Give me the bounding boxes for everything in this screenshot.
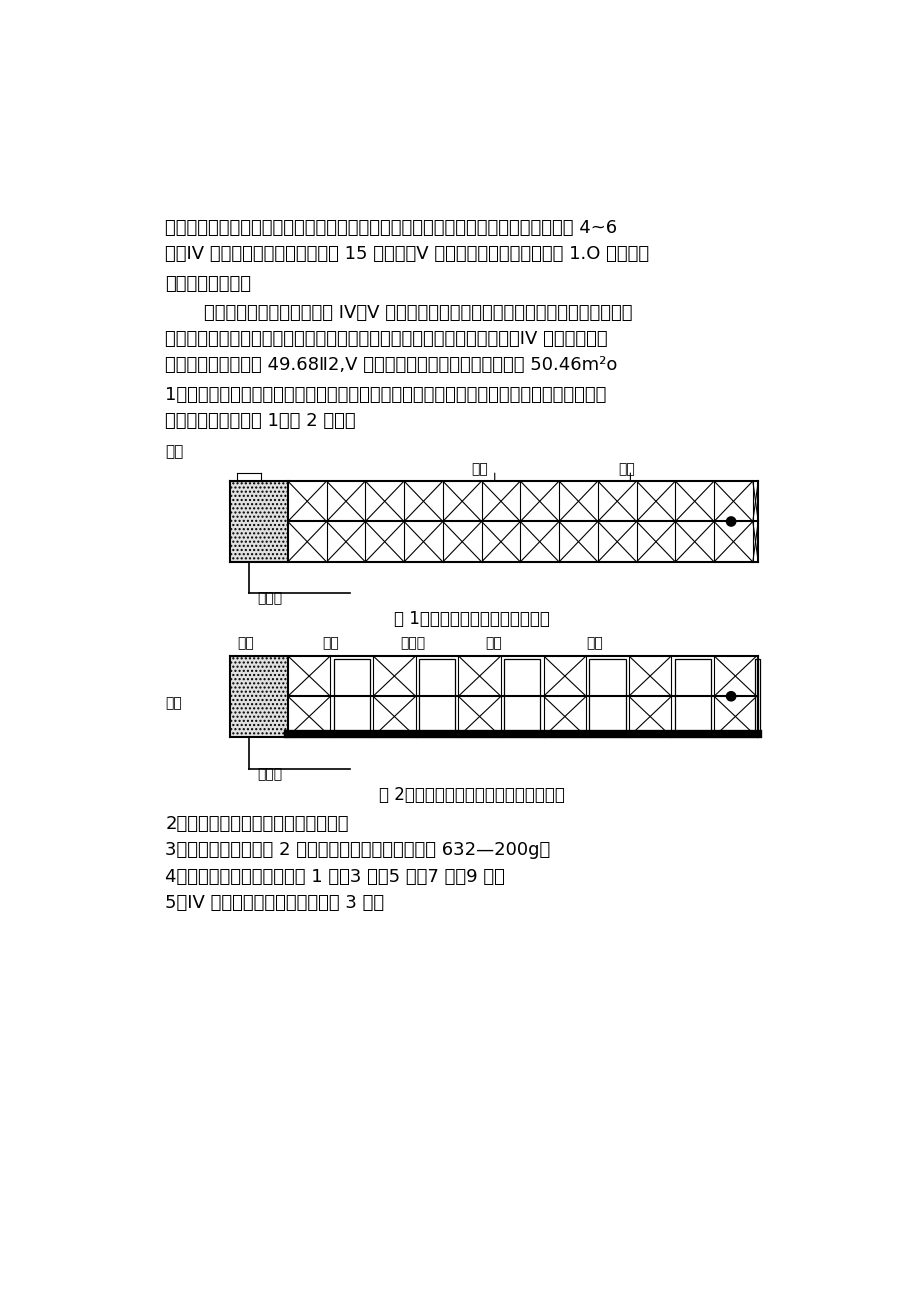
- Text: 导爆管: 导爆管: [256, 768, 281, 782]
- Text: 竹片: 竹片: [323, 636, 339, 649]
- Text: 药卷: 药卷: [471, 463, 488, 476]
- Bar: [504, 658, 539, 734]
- Text: 四、爆破方案设计: 四、爆破方案设计: [165, 275, 251, 293]
- Bar: [230, 481, 288, 562]
- Text: 图 2：周边眼间隔不耦合装药结构示意图: 图 2：周边眼间隔不耦合装药结构示意图: [378, 786, 564, 804]
- Circle shape: [726, 692, 735, 701]
- Text: 4、导爆管雷管所选用段数有 1 段、3 段、5 段、7 段、9 段。: 4、导爆管雷管所选用段数有 1 段、3 段、5 段、7 段、9 段。: [165, 868, 505, 886]
- Text: 图 1：连续不耦合装药结构示意图: 图 1：连续不耦合装药结构示意图: [393, 610, 549, 627]
- Bar: [334, 658, 369, 734]
- Text: 1、采用楔形掏槽方式，周边眼采用小药量间隔不耦合装药结构，其他眼采用连续不耦合装药: 1、采用楔形掏槽方式，周边眼采用小药量间隔不耦合装药结构，其他眼采用连续不耦合装…: [165, 385, 607, 403]
- Text: 尽可能减少对围岩的扰动，维护围岩自身的稳定性，达到良好的轮廓成型。IV 级围岩上、下: 尽可能减少对围岩的扰动，维护围岩自身的稳定性，达到良好的轮廓成型。IV 级围岩上…: [165, 330, 607, 349]
- Circle shape: [726, 516, 735, 526]
- Text: 泡泥: 泡泥: [165, 696, 182, 710]
- Text: 2、起爆方式采用电力起爆方式起爆。: 2、起爆方式采用电力起爆方式起爆。: [165, 816, 348, 833]
- Bar: [589, 658, 625, 734]
- Text: 雷管: 雷管: [618, 463, 635, 476]
- Text: 台阶开挖断面面积为 49.68Ⅱ2,V 级围岩上、下台阶开挖断面面积为 50.46m²o: 台阶开挖断面面积为 49.68Ⅱ2,V 级围岩上、下台阶开挖断面面积为 50.4…: [165, 356, 617, 375]
- Text: 马家沟斜井施工段内主要为 IV、V 级围岩，开挖爆破设计的原则是：采用光面爆破，以: 马家沟斜井施工段内主要为 IV、V 级围岩，开挖爆破设计的原则是：采用光面爆破，…: [204, 304, 632, 321]
- Text: 导爆管: 导爆管: [256, 591, 281, 605]
- Text: 米，IV 级围岩开挖循环进尺控制在 15 米以内，V 级围岩开挖循环进尺控制在 1.O 米以内。: 米，IV 级围岩开挖循环进尺控制在 15 米以内，V 级围岩开挖循环进尺控制在 …: [165, 246, 649, 263]
- Text: 3、爆破所用炸药采用 2 号岩石乳化炸药，炸药规格为 632—200g。: 3、爆破所用炸药采用 2 号岩石乳化炸药，炸药规格为 632—200g。: [165, 842, 550, 860]
- Text: 施工，钻爆法开挖，挖机扒碴，装载机装碴、自卸汽车运碴至洞外。上台阶长度控制在 4~6: 施工，钻爆法开挖，挖机扒碴，装载机装碴、自卸汽车运碴至洞外。上台阶长度控制在 4…: [165, 220, 617, 237]
- Text: 5、IV 级围岩开挖爆破设计图如图 3 所示: 5、IV 级围岩开挖爆破设计图如图 3 所示: [165, 894, 384, 912]
- Text: 导爆索: 导爆索: [400, 636, 425, 649]
- Bar: [230, 656, 288, 736]
- Bar: [674, 658, 710, 734]
- Text: 泡泥: 泡泥: [165, 444, 184, 459]
- Bar: [754, 658, 759, 734]
- Text: 雷管: 雷管: [585, 636, 602, 649]
- Bar: [418, 658, 455, 734]
- Text: 结构。装药结构如图 1、图 2 所示：: 结构。装药结构如图 1、图 2 所示：: [165, 411, 356, 429]
- Text: 药卷: 药卷: [485, 636, 502, 649]
- Text: 泡泥: 泡泥: [237, 636, 254, 649]
